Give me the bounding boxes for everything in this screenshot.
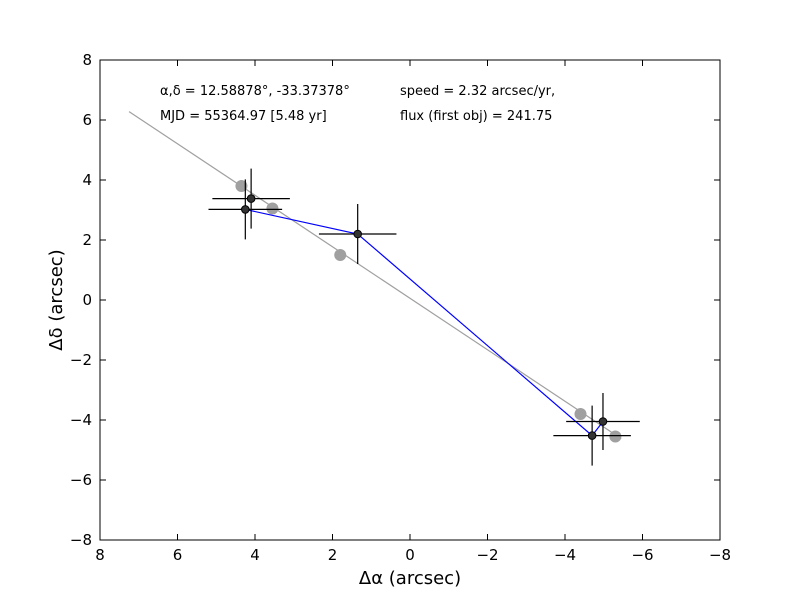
plot-area [128, 111, 640, 466]
annotation-flux: flux (first obj) = 241.75 [400, 109, 552, 124]
x-tick-label: −2 [476, 546, 498, 564]
y-tick-label: −6 [70, 471, 92, 489]
x-tick-label: 4 [250, 546, 260, 564]
x-tick-label: 2 [328, 546, 338, 564]
y-tick-label: 4 [82, 171, 92, 189]
y-tick-label: −2 [70, 351, 92, 369]
x-tick-label: −6 [631, 546, 653, 564]
observation-point [246, 194, 256, 203]
x-tick-label: 6 [173, 546, 183, 564]
y-tick-label: 2 [82, 231, 92, 249]
x-tick-label: −4 [554, 546, 576, 564]
observation-point [598, 417, 608, 426]
y-tick-label: −8 [70, 531, 92, 549]
x-tick-label: 0 [405, 546, 415, 564]
y-tick-label: 0 [82, 291, 92, 309]
observation-point [587, 431, 597, 440]
model-position-point [609, 430, 622, 443]
y-tick-label: 6 [82, 111, 92, 129]
observation-point [241, 205, 250, 214]
observation-point [353, 229, 362, 239]
observed-path-line [245, 208, 604, 437]
annotation-speed: speed = 2.32 arcsec/yr, [400, 84, 555, 99]
x-tick-label: 8 [95, 546, 105, 564]
model-position-point [266, 202, 279, 215]
model-position-point [334, 249, 347, 261]
x-axis-label: Δα (arcsec) [359, 568, 461, 589]
model-fit-line [128, 111, 622, 440]
y-tick-label: 8 [82, 51, 92, 69]
y-axis-label: Δδ (arcsec) [46, 249, 67, 350]
x-tick-label: −8 [709, 546, 731, 564]
model-position-point [235, 180, 248, 192]
annotation-coords: α,δ = 12.58878°, -33.37378° [160, 84, 350, 99]
model-position-point [574, 408, 587, 420]
y-tick-label: −4 [70, 411, 92, 429]
annotation-mjd: MJD = 55364.97 [5.48 yr] [160, 109, 327, 124]
